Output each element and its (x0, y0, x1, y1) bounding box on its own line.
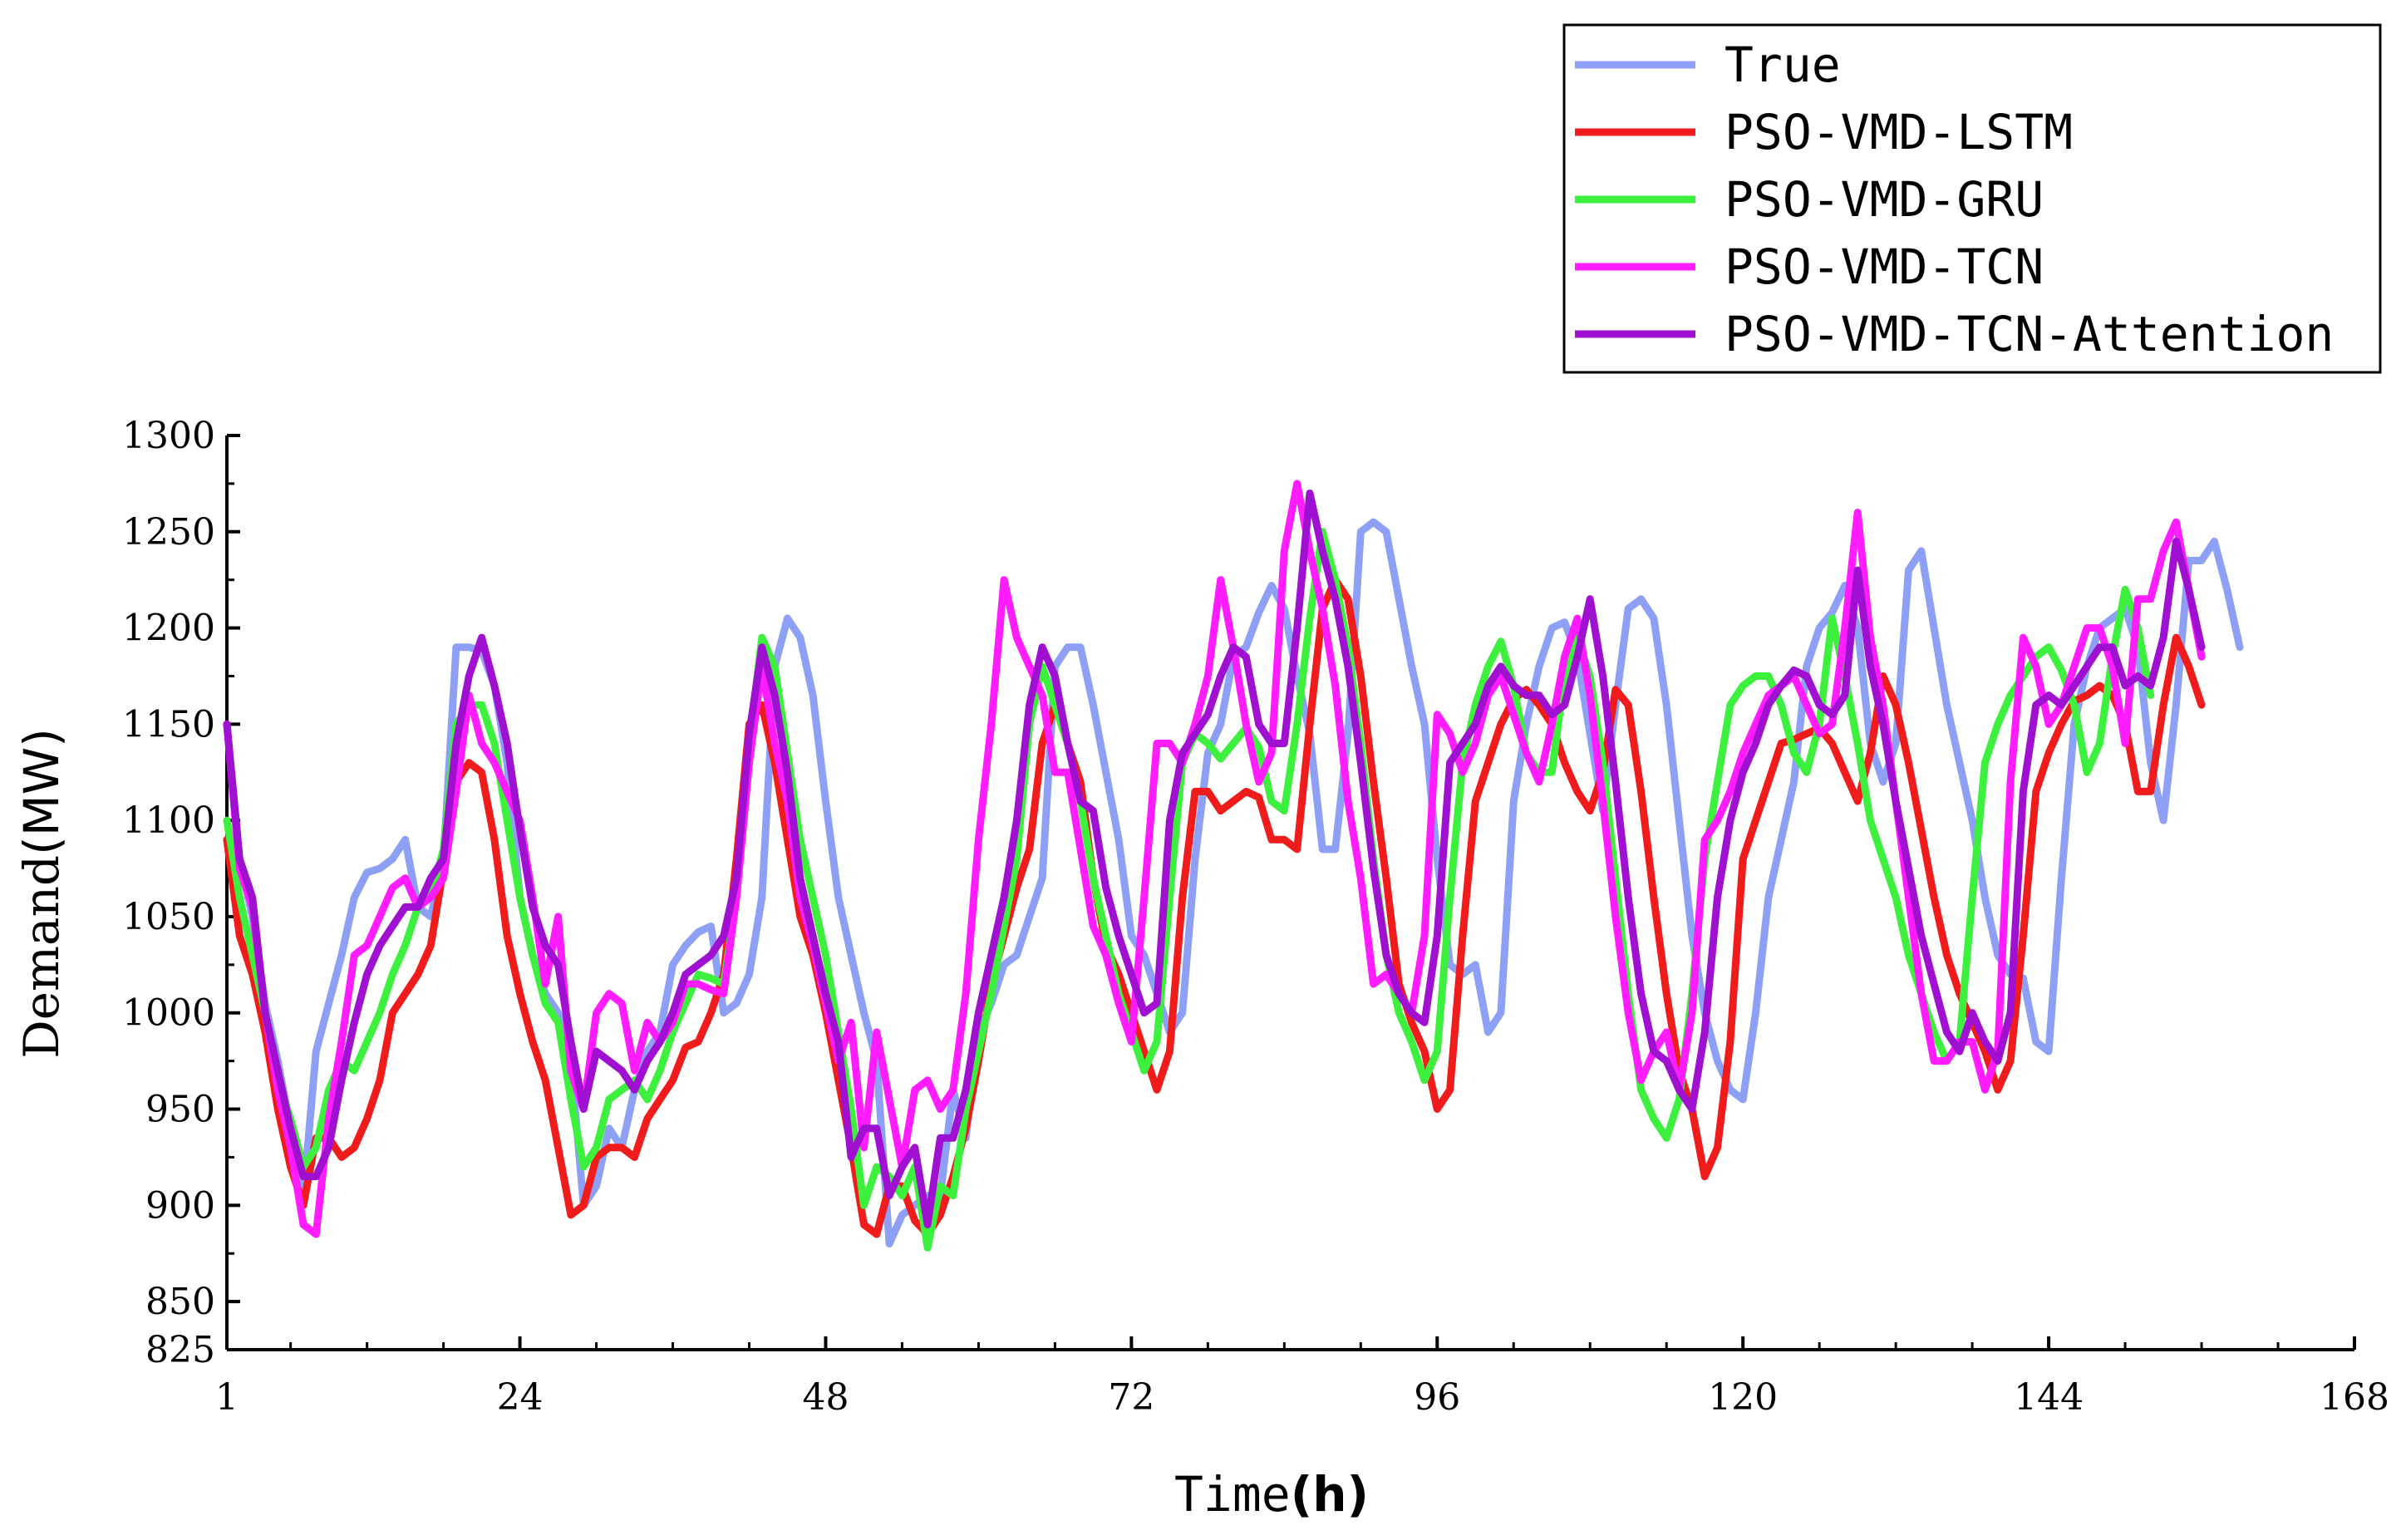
x-ticks: 1 24 48 72 96 120 144 168 (215, 1336, 2389, 1419)
x-tick-label: 48 (802, 1376, 849, 1419)
y-tick-label: 900 (145, 1184, 215, 1227)
y-tick-label: 1200 (122, 608, 215, 650)
legend-label-gru: PSO-VMD-GRU (1724, 171, 2044, 228)
y-axis-title: Demand(MW) (13, 728, 70, 1059)
x-tick-label: 72 (1108, 1376, 1154, 1419)
x-tick-label: 1 (215, 1376, 239, 1419)
y-tick-label: 1250 (122, 511, 215, 554)
x-axis-title: Time(h) (1174, 1466, 1369, 1523)
y-ticks: 825 850 900 950 1000 1050 1100 1150 1200 1250 1300 (122, 415, 240, 1371)
legend-label-lstm: PSO-VMD-LSTM (1724, 104, 2073, 160)
legend: True PSO-VMD-LSTM PSO-VMD-GRU PSO-VMD-TC… (1562, 23, 2382, 374)
y-tick-label: 1100 (122, 800, 215, 842)
legend-label-tcn-attention: PSO-VMD-TCN-Attention (1724, 306, 2334, 362)
y-tick-label: 1150 (122, 703, 215, 745)
y-tick-label: 1300 (122, 415, 215, 457)
series-line-pso-vmd-lstm (223, 576, 2206, 1238)
legend-label-tcn: PSO-VMD-TCN (1724, 239, 2044, 295)
series-line-pso-vmd-tcn-attention (223, 490, 2206, 1228)
legend-label-true: True (1724, 37, 1841, 93)
y-tick-label: 825 (145, 1329, 215, 1371)
y-tick-label: 1000 (122, 992, 215, 1035)
y-tick-label: 950 (145, 1089, 215, 1131)
y-tick-label: 850 (145, 1281, 215, 1323)
y-tick-label: 1050 (122, 896, 215, 938)
x-axis-title-unit: (h) (1291, 1466, 1369, 1523)
x-tick-label: 144 (2014, 1376, 2084, 1419)
x-tick-label: 168 (2320, 1376, 2389, 1419)
x-tick-label: 120 (1708, 1376, 1778, 1419)
y-axis-title-main: Demand (13, 855, 70, 1059)
y-axis-title-unit: (MW) (13, 728, 70, 855)
legend-box (1562, 23, 2382, 374)
x-tick-label: 96 (1414, 1376, 1460, 1419)
series-group (223, 480, 2244, 1252)
x-tick-label: 24 (497, 1376, 544, 1419)
x-axis-title-main: Time (1174, 1466, 1291, 1523)
series-line-pso-vmd-tcn (223, 480, 2206, 1238)
